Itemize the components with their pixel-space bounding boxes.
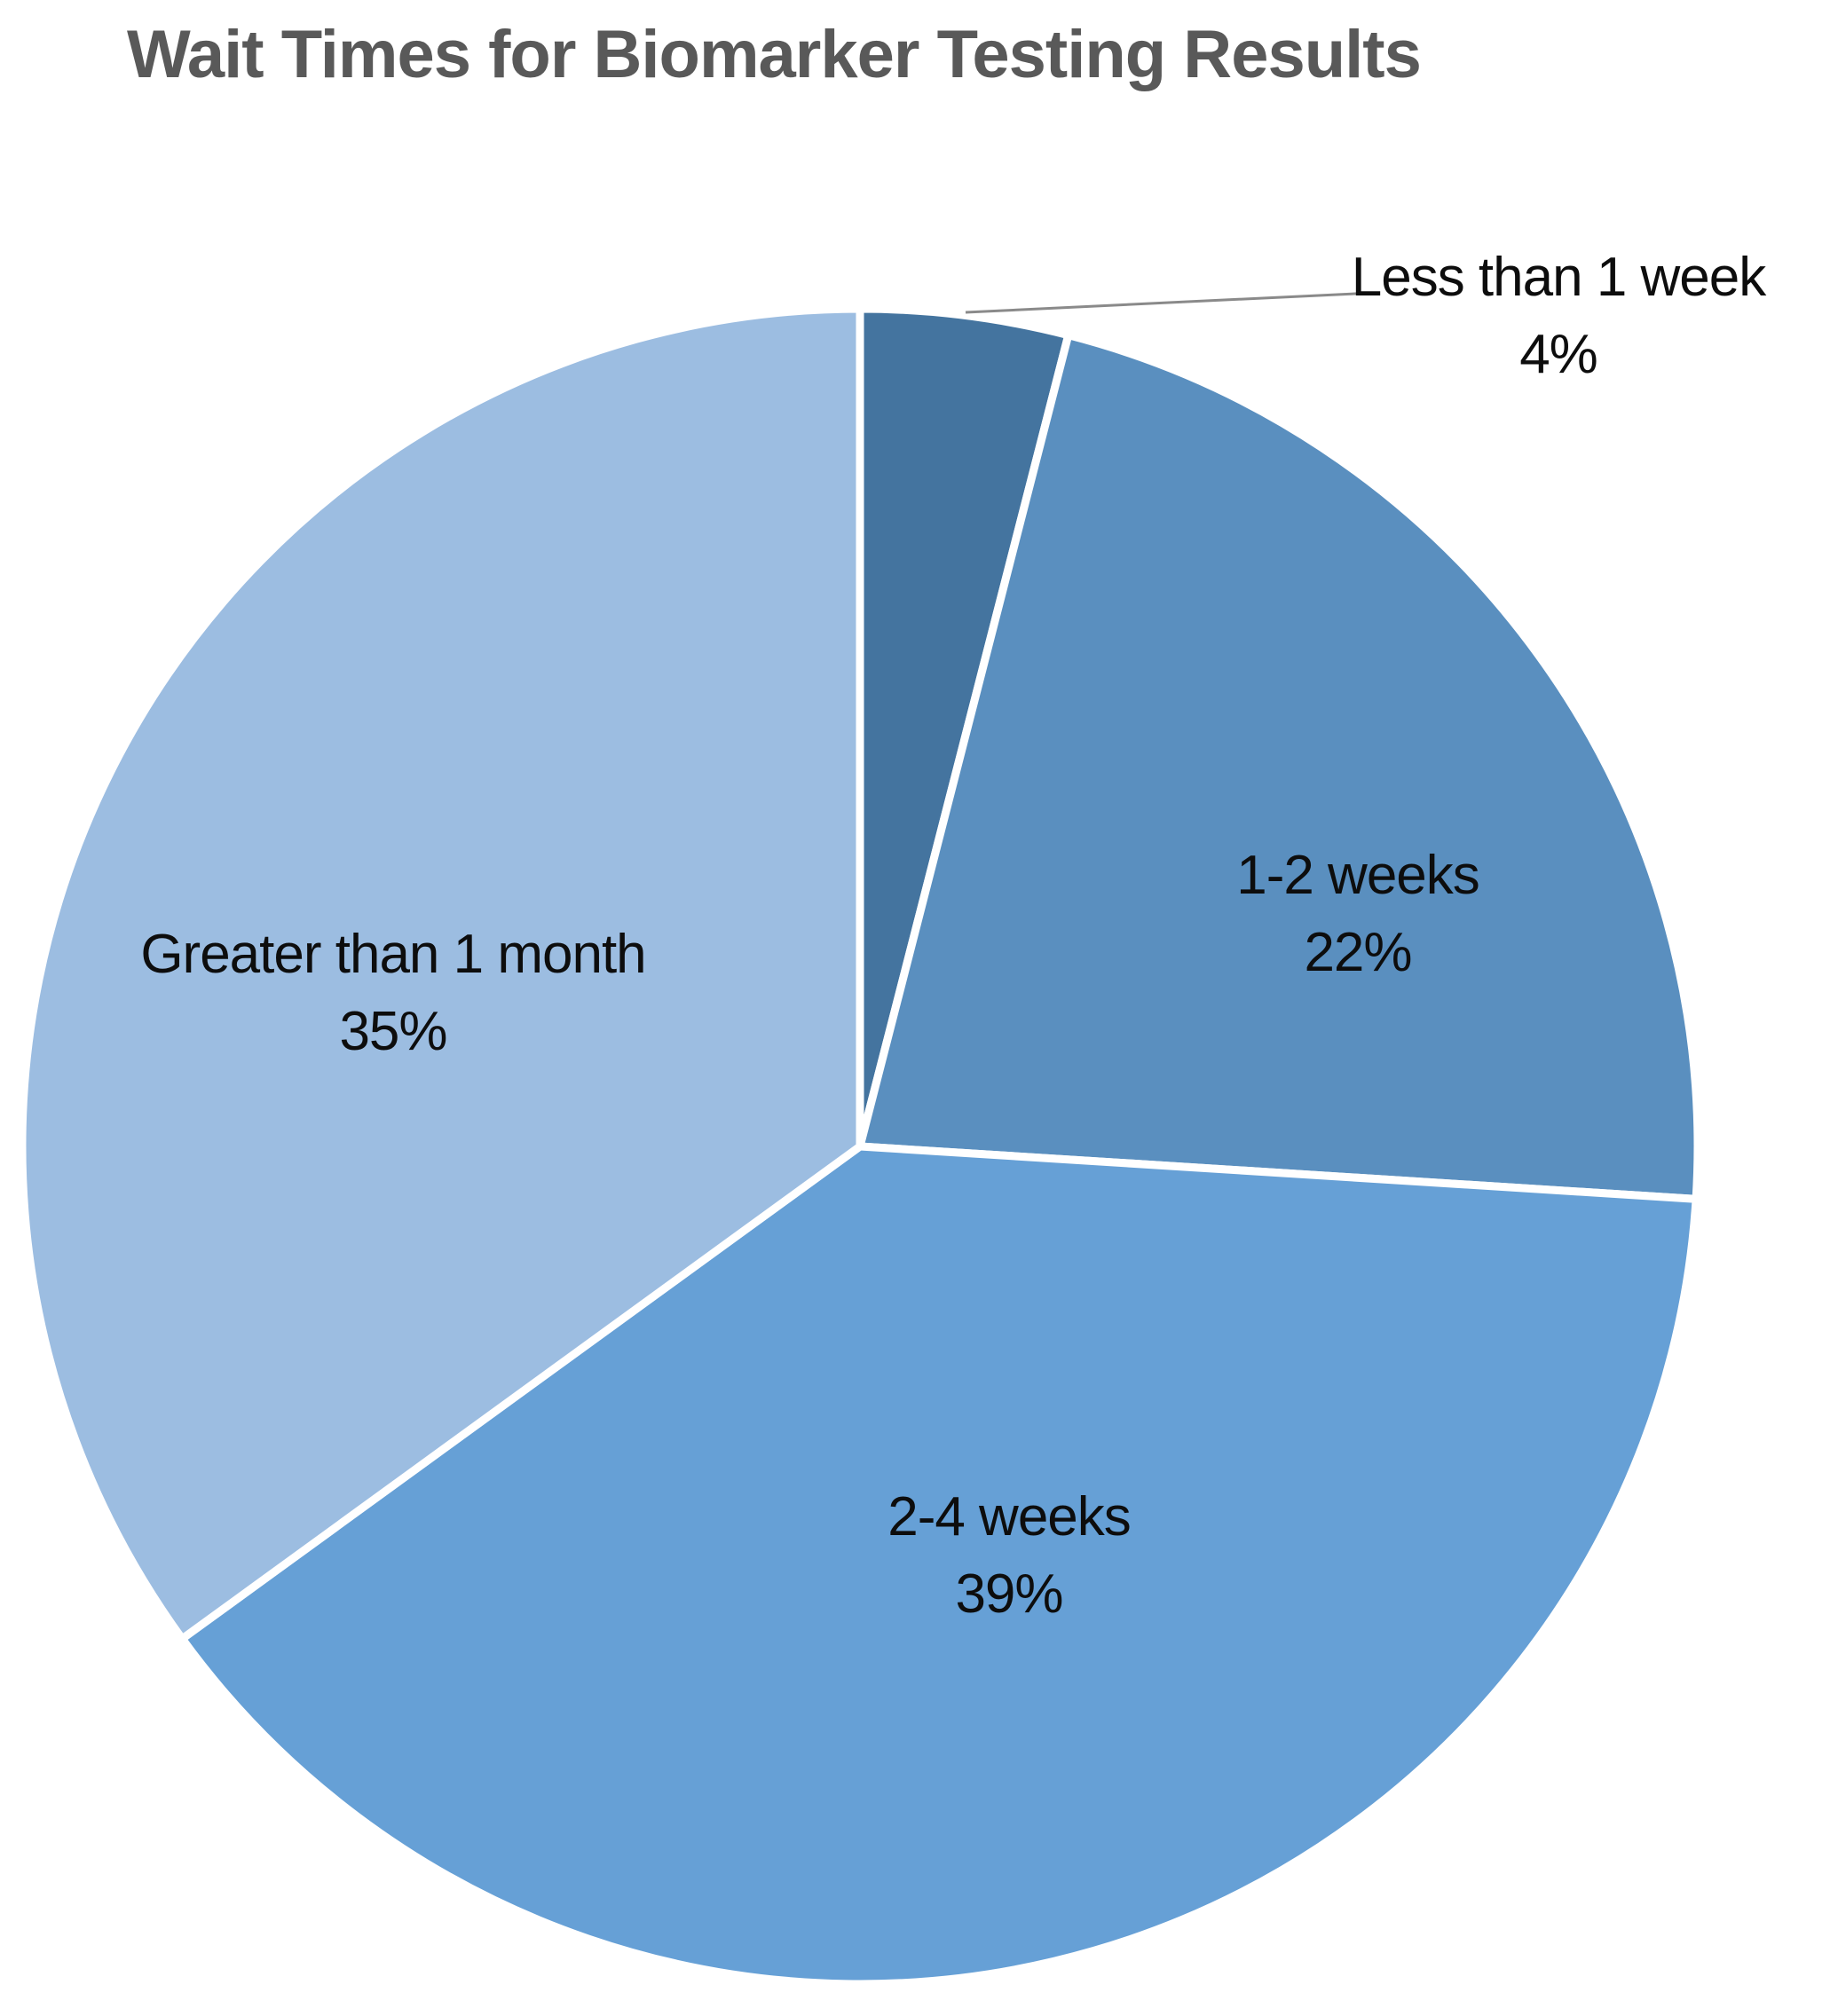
data-label-percent: 39% [955,1563,1063,1625]
data-label-1-2-weeks: 1-2 weeks 22% [1236,837,1480,991]
data-label-2-4-weeks: 2-4 weeks 39% [887,1478,1132,1633]
pie-slice-greater-than-1-month [18,304,864,1645]
pie-slice-2-4-weeks [177,1142,1700,1988]
data-label-category: 2-4 weeks [887,1486,1132,1547]
data-label-percent: 22% [1304,922,1412,983]
data-label-category: Greater than 1 month [140,924,646,985]
data-label-percent: 4% [1519,324,1598,385]
data-label-percent: 35% [339,1001,447,1062]
data-label-greater-than-1-month: Greater than 1 month 35% [140,916,646,1070]
data-label-less-than-1-week: Less than 1 week 4% [1351,239,1767,393]
data-label-category: 1-2 weeks [1236,845,1480,906]
pie-slice-1-2-weeks [855,330,1702,1204]
leader-line-less-than-1-week [965,291,1375,314]
chart-title: Wait Times for Biomarker Testing Results [127,17,1422,92]
pie-slices [18,304,1702,1988]
data-label-category: Less than 1 week [1351,247,1767,308]
